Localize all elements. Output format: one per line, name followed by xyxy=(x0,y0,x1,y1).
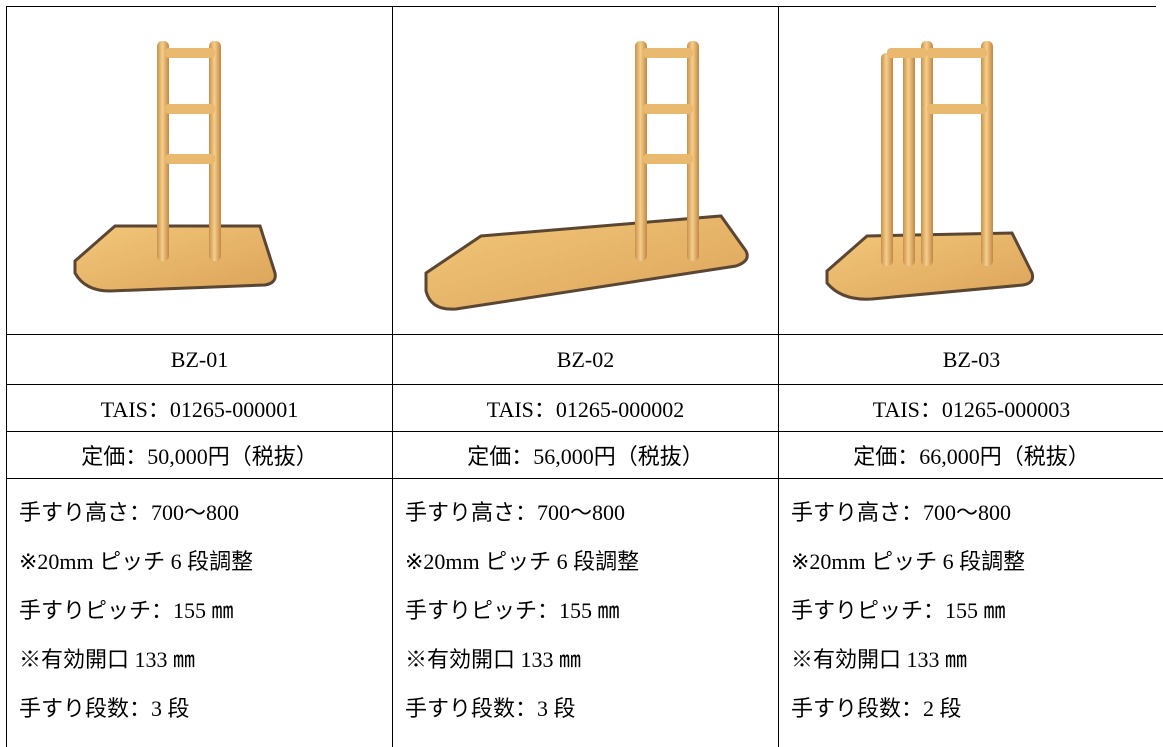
image-cell xyxy=(779,7,1163,335)
spec-line: 手すりピッチ：155 ㎜ xyxy=(791,598,1006,623)
page: BZ-01 TAIS：01265-000001 定価：50,000円（税抜） 手すり高… xyxy=(6,6,1163,747)
pole xyxy=(880,52,893,266)
tais-code: TAIS：01265-000003 xyxy=(779,385,1163,432)
spec-line: 手すり段数：3 段 xyxy=(19,696,190,721)
pole xyxy=(980,40,993,266)
price: 定価：56,000円（税抜） xyxy=(393,432,778,479)
spec-line: ※有効開口 133 ㎜ xyxy=(405,647,582,672)
bar xyxy=(642,47,693,58)
column: BZ-01 TAIS：01265-000001 定価：50,000円（税抜） 手すり高… xyxy=(7,7,393,747)
spec-line: 手すり高さ：700～800 xyxy=(19,500,240,525)
bar xyxy=(886,47,927,58)
bar xyxy=(164,153,215,164)
spec-line: 手すり段数：3 段 xyxy=(405,696,576,721)
bar xyxy=(164,47,215,58)
column: BZ-02 TAIS：01265-000002 定価：56,000円（税抜） 手すり高… xyxy=(393,7,779,747)
price: 定価：66,000円（税抜） xyxy=(779,432,1163,479)
pole xyxy=(686,40,699,261)
spec-line: 手すりピッチ：155 ㎜ xyxy=(19,598,234,623)
bar xyxy=(164,103,215,114)
product-image xyxy=(73,40,277,293)
bar xyxy=(926,47,987,58)
bar xyxy=(642,103,693,114)
pole xyxy=(920,40,933,266)
pole xyxy=(208,40,221,261)
spec-line: ※有効開口 133 ㎜ xyxy=(791,647,968,672)
model-name: BZ-03 xyxy=(779,335,1163,385)
spec-line: ※有効開口 133 ㎜ xyxy=(19,647,196,672)
spec-line: 手すり段数：2 段 xyxy=(791,696,962,721)
pole xyxy=(634,40,647,261)
tais-code: TAIS：01265-000002 xyxy=(393,385,778,432)
product-image xyxy=(424,40,749,311)
product-image xyxy=(825,40,1034,301)
spec-line: ※20mm ピッチ 6 段調整 xyxy=(19,549,254,574)
spec-line: ※20mm ピッチ 6 段調整 xyxy=(405,549,640,574)
tais-code: TAIS：01265-000001 xyxy=(7,385,392,432)
pole xyxy=(902,52,915,266)
image-cell xyxy=(7,7,392,335)
price: 定価：50,000円（税抜） xyxy=(7,432,392,479)
model-name: BZ-02 xyxy=(393,335,778,385)
pole xyxy=(156,40,169,261)
bar xyxy=(642,153,693,164)
base-plate xyxy=(424,213,749,311)
spec-line: ※20mm ピッチ 6 段調整 xyxy=(791,549,1026,574)
column: BZ-03 TAIS：01265-000003 定価：66,000円（税抜） 手すり高… xyxy=(779,7,1163,747)
spec-line: 手すり高さ：700～800 xyxy=(405,500,626,525)
model-name: BZ-01 xyxy=(7,335,392,385)
base-plate xyxy=(73,224,277,293)
spec-line: 手すりピッチ：155 ㎜ xyxy=(405,598,620,623)
bar xyxy=(926,103,987,114)
image-cell xyxy=(393,7,778,335)
spec-line: 手すり高さ：700～800 xyxy=(791,500,1012,525)
product-table: BZ-01 TAIS：01265-000001 定価：50,000円（税抜） 手すり高… xyxy=(6,6,1163,747)
